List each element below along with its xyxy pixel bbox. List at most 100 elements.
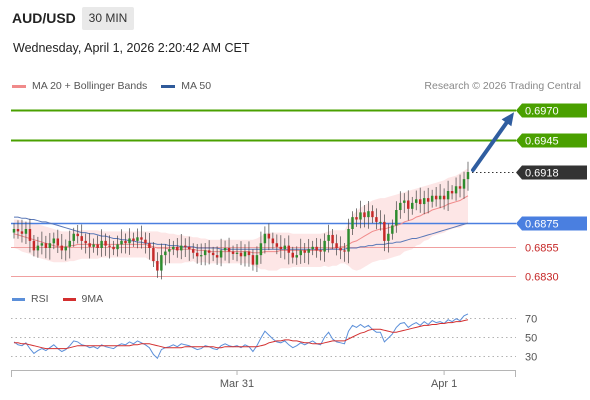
projection-arrow-layer — [471, 112, 514, 172]
candle — [458, 174, 462, 198]
candle — [156, 252, 159, 278]
candle — [172, 240, 175, 256]
rsi-legend: RSI 9MA — [12, 293, 117, 305]
candle — [239, 241, 243, 266]
candle — [375, 208, 378, 230]
candle — [347, 218, 350, 264]
projection-arrow-shaft — [471, 120, 509, 172]
candle — [335, 234, 338, 256]
candle — [299, 238, 302, 264]
candle — [184, 238, 187, 258]
candle — [92, 238, 95, 253]
candle-body — [335, 243, 338, 248]
candle-body — [303, 250, 306, 253]
candle — [446, 180, 450, 211]
candle-body — [255, 255, 259, 265]
legend-swatch-rsi — [12, 297, 25, 301]
candle-body — [355, 217, 358, 220]
rsi-line — [13, 313, 469, 360]
candle-body — [430, 195, 434, 202]
candle — [168, 238, 171, 264]
candle — [219, 238, 223, 267]
candle-body — [88, 243, 91, 247]
candle — [64, 239, 68, 261]
candle — [60, 233, 64, 260]
candle-body — [466, 172, 470, 180]
candle — [104, 233, 107, 256]
candle — [136, 228, 139, 249]
candle — [187, 236, 191, 261]
candle-body — [243, 251, 247, 257]
candle — [283, 238, 287, 260]
candle-body — [187, 246, 191, 250]
candle — [411, 196, 414, 215]
candle — [180, 233, 183, 260]
candle — [395, 201, 398, 233]
candle-body — [180, 245, 183, 251]
candle — [263, 226, 267, 254]
candle-body — [247, 251, 251, 256]
candle-body — [279, 246, 283, 250]
candle — [231, 245, 235, 260]
candle-body — [399, 202, 402, 211]
candle-body — [434, 195, 438, 200]
candle-body — [108, 245, 111, 247]
candle — [303, 243, 306, 263]
candle — [199, 243, 203, 266]
level-tag-0.6875 — [516, 216, 587, 231]
candle-body — [446, 191, 450, 200]
candle — [176, 238, 179, 258]
candle — [28, 218, 32, 253]
candle-body — [184, 245, 187, 247]
timeframe-badge[interactable]: 30 MIN — [82, 7, 134, 30]
candle-body — [271, 238, 275, 244]
candle-body — [136, 237, 139, 241]
timestamp: Wednesday, April 1, 2026 2:20:42 AM CET — [13, 41, 250, 55]
candle-body — [56, 238, 60, 246]
rsi-ma-line — [14, 319, 469, 350]
legend-swatch-ma50 — [161, 84, 176, 88]
candle — [339, 236, 342, 260]
candle — [291, 246, 295, 264]
candle-body — [411, 202, 414, 209]
candle-body — [343, 250, 346, 252]
candle-body — [207, 250, 211, 253]
candle — [315, 238, 318, 258]
candle-body — [307, 249, 310, 253]
level-tag-0.6918 — [516, 165, 587, 180]
candle — [112, 240, 115, 256]
candle — [403, 193, 406, 214]
candle-body — [116, 244, 119, 250]
candle-body — [191, 249, 195, 253]
candle — [227, 237, 231, 264]
candle-body — [152, 248, 155, 262]
candle-body — [339, 248, 342, 251]
legend-item-9ma: 9MA — [62, 293, 103, 305]
candle — [466, 161, 470, 191]
candle-body — [319, 250, 322, 252]
candle-body — [375, 217, 378, 222]
candle-body — [383, 221, 386, 241]
legend-item-rsi: RSI — [12, 293, 49, 305]
candle-body — [52, 238, 56, 244]
candle-body — [124, 240, 127, 244]
candle — [407, 190, 410, 221]
candle-body — [219, 250, 223, 258]
candle — [275, 234, 279, 255]
currency-pair-title: AUD/USD — [12, 10, 76, 26]
candle — [442, 188, 446, 210]
level-tag-0.6945 — [516, 133, 587, 148]
candle — [327, 224, 330, 253]
candle-body — [438, 195, 442, 200]
candle — [152, 242, 155, 267]
candle — [36, 236, 40, 258]
candle — [267, 223, 271, 251]
candle-body — [235, 252, 239, 254]
candle-body — [80, 236, 83, 241]
candle — [124, 233, 127, 254]
candle — [132, 232, 135, 247]
candle-body — [387, 233, 390, 241]
candle-body — [156, 261, 159, 271]
candle — [371, 205, 374, 224]
